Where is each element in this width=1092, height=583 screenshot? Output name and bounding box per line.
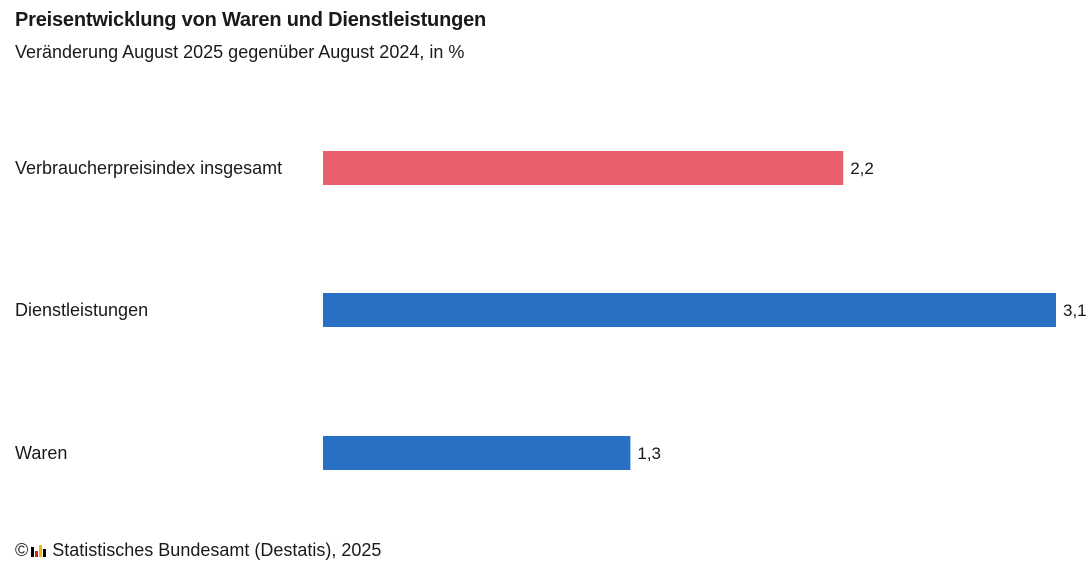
chart-subtitle: Veränderung August 2025 gegenüber August… [15, 42, 465, 62]
category-label: Verbraucherpreisindex insgesamt [15, 158, 282, 178]
destatis-logo-icon [31, 544, 47, 557]
bar [323, 151, 844, 185]
value-label: 3,1 [1063, 301, 1087, 320]
bar [323, 293, 1056, 327]
value-label: 1,3 [637, 444, 661, 463]
category-label: Dienstleistungen [15, 300, 148, 320]
bar [323, 436, 631, 470]
category-label: Waren [15, 443, 67, 463]
value-label: 2,2 [850, 159, 874, 178]
chart-title: Preisentwicklung von Waren und Dienstlei… [15, 9, 487, 31]
copyright-symbol: © [15, 540, 29, 560]
source-text: Statistisches Bundesamt (Destatis), 2025 [52, 540, 382, 560]
source-line: © Statistisches Bundesamt (Destatis), 20… [15, 540, 381, 561]
